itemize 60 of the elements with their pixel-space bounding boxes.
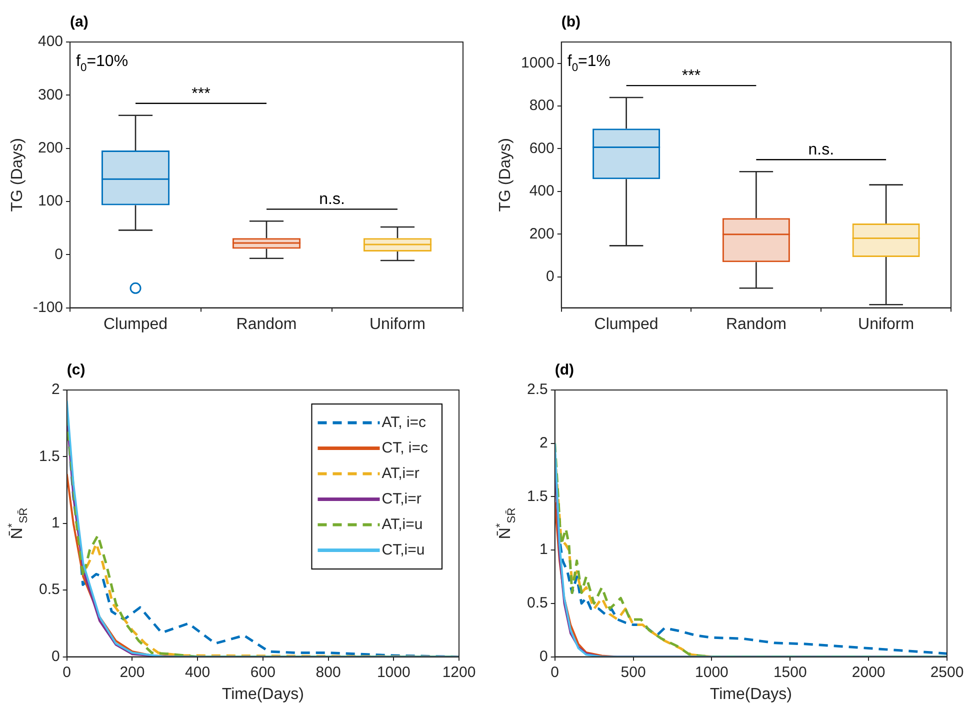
y-tick-label: 0 xyxy=(52,648,60,665)
x-tick-label: Random xyxy=(236,316,297,333)
y-tick-label: 600 xyxy=(529,140,554,157)
x-tick-label: 500 xyxy=(620,664,646,681)
x-tick-label: 400 xyxy=(185,664,210,681)
y-tick-label: 0.5 xyxy=(526,594,548,612)
x-tick-label: 1200 xyxy=(442,664,476,681)
y-axis-title: N̄*SR̄ xyxy=(6,508,30,540)
y-tick-label: 2 xyxy=(52,381,60,398)
y-tick-label: 0 xyxy=(546,268,554,285)
y-axis-title: TG (Days) xyxy=(9,138,26,212)
x-axis-title: Time(Days) xyxy=(710,686,792,703)
x-tick-label: 1000 xyxy=(376,664,410,681)
chart-title: (a) xyxy=(70,14,88,31)
x-axis-title: Time(Days) xyxy=(222,686,304,703)
y-tick-label: -100 xyxy=(32,298,64,316)
y-tick-label: 800 xyxy=(529,97,554,114)
x-tick-label: Clumped xyxy=(594,316,658,333)
annotation: *** xyxy=(192,85,210,102)
chart-title: (c) xyxy=(66,362,86,379)
chart-title: (b) xyxy=(561,14,581,31)
x-tick-label: 2000 xyxy=(852,664,886,681)
annotation: n.s. xyxy=(319,191,345,208)
legend-label: AT,i=r xyxy=(382,464,420,482)
chart-title: (d) xyxy=(554,362,574,379)
y-tick-label: 1 xyxy=(540,541,548,558)
y-tick-label: 200 xyxy=(38,139,64,156)
y-tick-label: 1000 xyxy=(520,54,554,72)
x-tick-label: 800 xyxy=(316,664,341,681)
x-tick-label: Uniform xyxy=(369,316,426,333)
y-tick-label: 0 xyxy=(54,246,64,263)
x-tick-label: 600 xyxy=(250,664,276,681)
legend-label: CT, i=c xyxy=(382,439,428,456)
x-tick-label: 1500 xyxy=(773,664,807,681)
y-tick-label: 0 xyxy=(540,648,548,665)
x-tick-label: 2500 xyxy=(930,664,964,681)
y-tick-label: 2 xyxy=(540,434,548,452)
y-axis-title: TG (Days) xyxy=(497,138,514,212)
legend-label: CT,i=u xyxy=(382,541,425,558)
y-tick-label: 2.5 xyxy=(526,381,548,398)
annotation: n.s. xyxy=(808,142,834,159)
x-tick-label: 200 xyxy=(120,664,145,681)
y-tick-label: 400 xyxy=(529,182,554,200)
y-tick-label: 200 xyxy=(529,225,554,242)
y-tick-label: 1 xyxy=(52,514,60,532)
legend-label: CT,i=r xyxy=(382,490,422,508)
annotation: *** xyxy=(682,68,701,85)
y-axis-title: N̄*SR̄ xyxy=(494,508,518,540)
x-tick-label: Clumped xyxy=(104,316,168,333)
x-tick-label: 1000 xyxy=(695,664,728,681)
y-tick-label: 1.5 xyxy=(38,448,60,465)
x-tick-label: Uniform xyxy=(858,316,914,333)
y-tick-label: 1.5 xyxy=(526,488,548,505)
x-tick-label: Random xyxy=(726,316,786,333)
y-tick-label: 0.5 xyxy=(38,581,60,598)
y-tick-label: 400 xyxy=(38,33,64,50)
y-tick-label: 300 xyxy=(38,86,64,104)
legend-label: AT,i=u xyxy=(382,516,423,533)
legend-label: AT, i=c xyxy=(382,414,427,431)
y-tick-label: 100 xyxy=(38,192,64,210)
